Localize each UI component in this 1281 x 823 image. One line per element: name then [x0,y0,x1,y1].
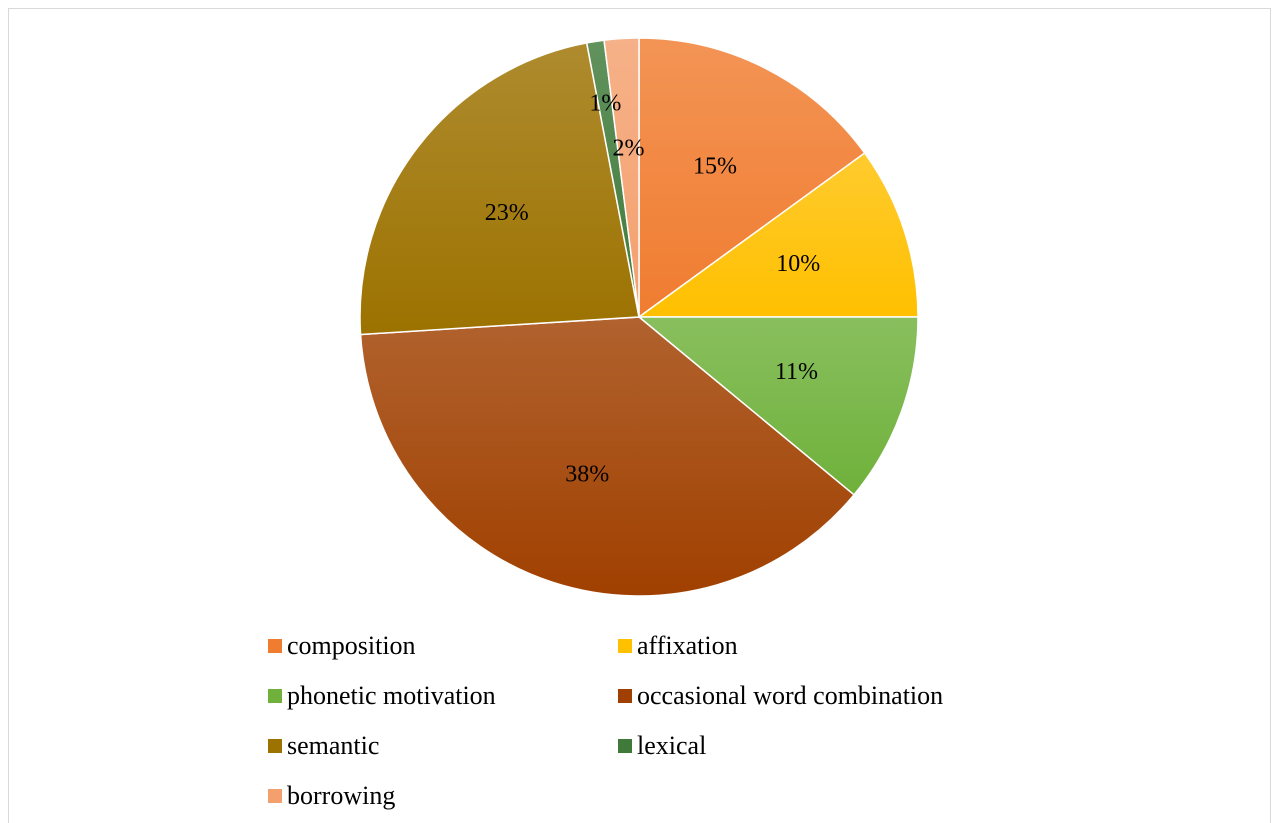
legend-swatch [618,739,632,753]
legend-label: borrowing [287,781,396,810]
legend-label: phonetic motivation [287,681,496,710]
legend-swatch [268,789,282,803]
pie-slices [359,37,919,597]
pie-slice-composition [638,37,866,319]
legend-item-lexical: lexical [618,727,1048,765]
pie-data-labels: 15% 10% 11% 38% 23% 1% 2% [485,90,820,487]
legend-item-phonetic-motivation: phonetic motivation [268,677,618,715]
pie-slice-occasional-word-combination [359,316,856,597]
legend-item-affixation: affixation [618,627,1048,665]
data-label-affixation: 10% [776,251,820,277]
legend-swatch [618,689,632,703]
data-label-phonetic-motivation: 11% [775,359,818,385]
data-label-semantic: 23% [485,200,529,226]
legend-item-borrowing: borrowing [268,777,618,815]
pie-slice-affixation [636,151,919,318]
chart-legend: composition affixation phonetic motivation… [268,627,1048,815]
data-label-composition: 15% [693,153,737,179]
data-label-occasional-word-combination: 38% [565,462,609,488]
pie-chart: 15% 10% 11% 38% 23% 1% 2% [359,37,919,597]
legend-label: composition [287,631,416,660]
legend-swatch [268,639,282,653]
legend-label: occasional word combination [637,681,944,710]
pie-slice-borrowing [603,37,640,318]
data-label-lexical: 1% [589,90,621,116]
pie-slice-phonetic-motivation [636,316,919,496]
legend-item-semantic: semantic [268,727,618,765]
legend-label: semantic [287,731,380,760]
legend-swatch [268,689,282,703]
legend-item-occasional-word-combination: occasional word combination [618,677,1048,715]
legend-swatch [268,739,282,753]
pie-slice-semantic [359,42,640,336]
legend-item-composition: composition [268,627,618,665]
legend-label: affixation [637,631,738,660]
data-label-borrowing: 2% [612,135,644,161]
legend-swatch [618,639,632,653]
legend-label: lexical [637,731,707,760]
